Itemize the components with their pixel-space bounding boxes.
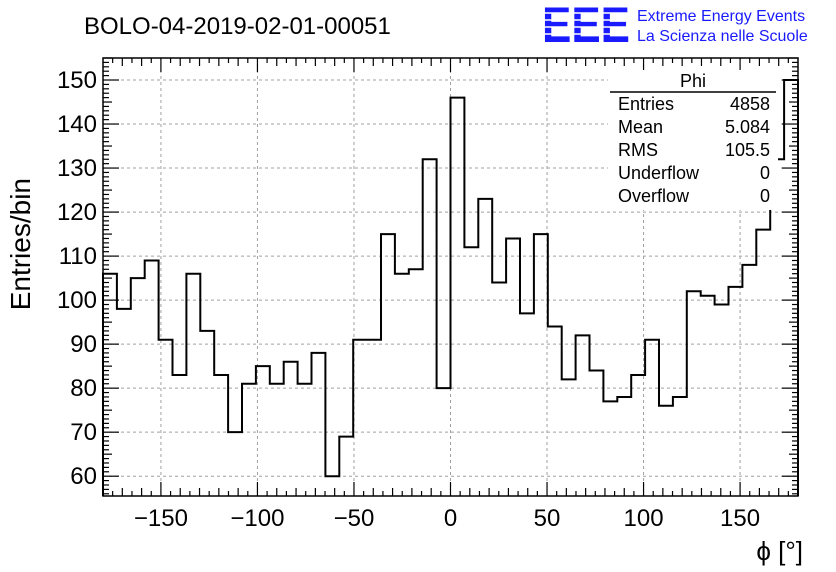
stats-value-underflow: 0 <box>760 163 770 183</box>
eee-logo: EEE Extreme Energy Events La Scienza nel… <box>542 0 808 53</box>
y-tick-label: 140 <box>57 111 97 138</box>
x-tick-label: 0 <box>444 505 457 532</box>
stats-value-overflow: 0 <box>760 186 770 206</box>
y-tick-label: 100 <box>57 287 97 314</box>
x-axis-label: ϕ [°] <box>756 536 803 566</box>
y-tick-label: 110 <box>59 243 97 270</box>
stats-box: Phi Entries 4858 Mean 5.084 RMS 105.5 Un… <box>608 70 778 210</box>
stats-value-rms: 105.5 <box>725 140 770 160</box>
stats-label-entries: Entries <box>618 94 674 114</box>
stats-box-title: Phi <box>680 71 706 91</box>
x-tick-label: −150 <box>134 505 188 532</box>
y-tick-label: 90 <box>70 331 97 358</box>
y-tick-label: 80 <box>70 375 97 402</box>
axis-ticks <box>103 57 798 496</box>
y-tick-labels: 60 70 80 90 100 110 120 130 140 150 <box>57 67 97 490</box>
x-tick-label: −100 <box>230 505 284 532</box>
plot-frame <box>102 57 799 497</box>
stats-label-mean: Mean <box>618 117 663 137</box>
y-axis-label: Entries/bin <box>5 178 36 310</box>
stats-value-entries: 4858 <box>730 94 770 114</box>
y-tick-label: 70 <box>70 419 97 446</box>
x-tick-label: 100 <box>624 505 664 532</box>
stats-label-rms: RMS <box>618 140 658 160</box>
stats-label-overflow: Overflow <box>618 186 690 206</box>
y-tick-label: 150 <box>57 67 97 94</box>
x-tick-label: 50 <box>534 505 561 532</box>
x-tick-label: −50 <box>334 505 375 532</box>
chart-title: BOLO-04-2019-02-01-00051 <box>84 13 391 40</box>
y-tick-label: 60 <box>70 463 97 490</box>
eee-logo-line2: La Scienza nelle Scuole <box>637 28 808 45</box>
x-tick-label: 150 <box>720 505 760 532</box>
stats-value-mean: 5.084 <box>725 117 770 137</box>
eee-logo-line1: Extreme Energy Events <box>637 8 805 25</box>
histogram-outline <box>102 79 799 496</box>
y-tick-label: 120 <box>57 199 97 226</box>
y-tick-label: 130 <box>57 155 97 182</box>
stats-label-underflow: Underflow <box>618 163 700 183</box>
x-tick-labels: −150 −100 −50 0 50 100 150 <box>134 505 760 532</box>
